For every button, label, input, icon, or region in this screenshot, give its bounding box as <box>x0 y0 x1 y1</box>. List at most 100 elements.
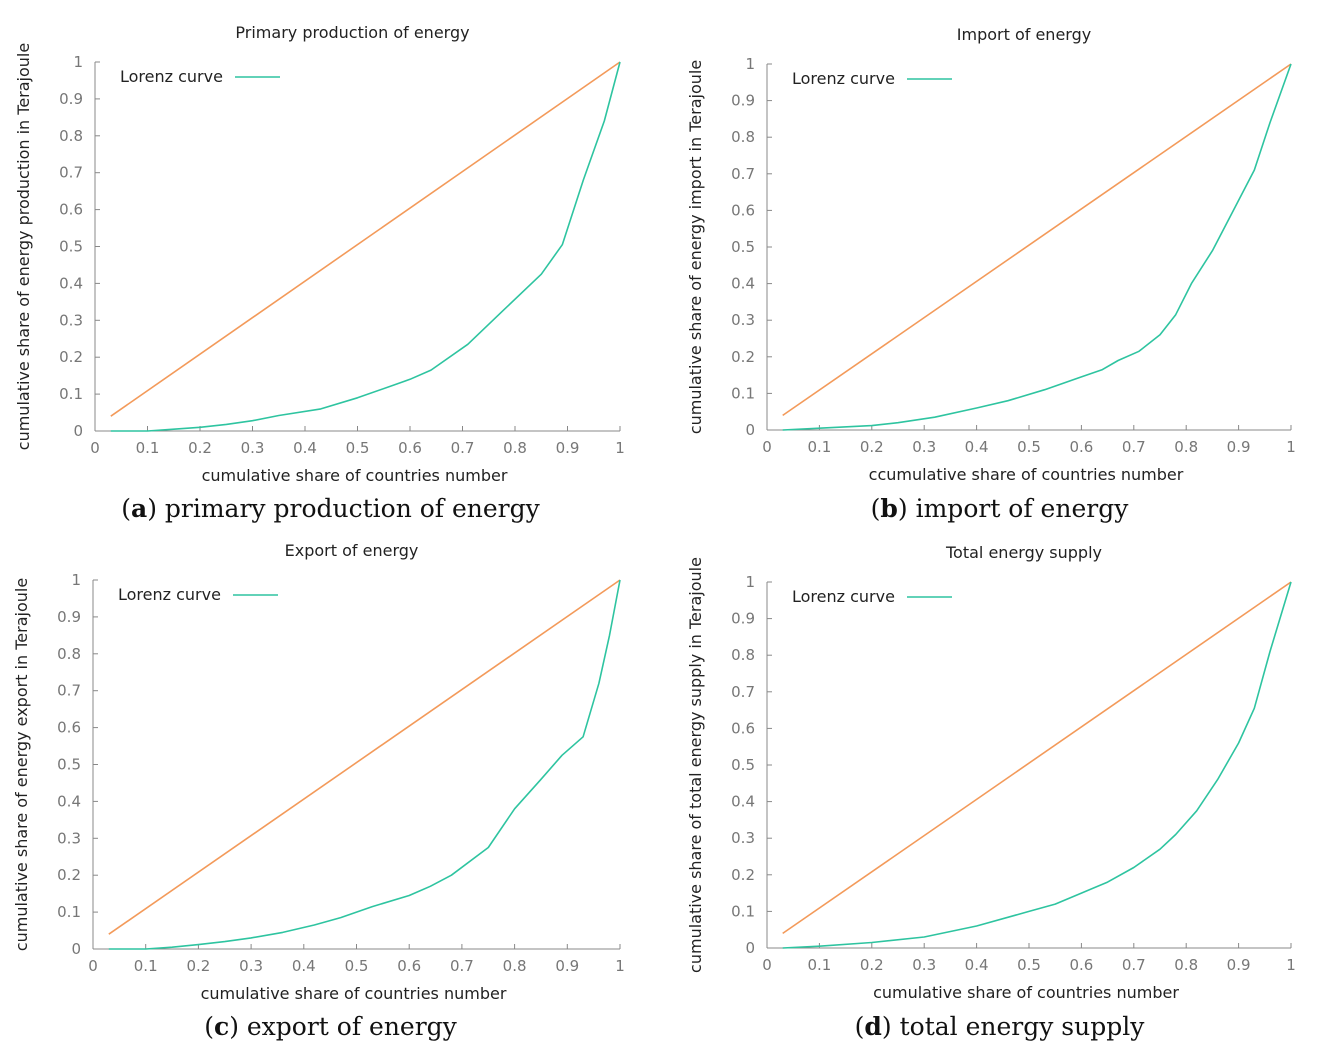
x-tick-label: 0.8 <box>1174 438 1198 456</box>
chart-title: Import of energy <box>957 25 1091 44</box>
y-tick-label: 0.8 <box>59 127 83 145</box>
x-tick-label: 0.6 <box>398 439 422 457</box>
y-axis-label: cumulative share of energy production in… <box>14 43 33 450</box>
x-tick-label: 0.7 <box>1122 438 1146 456</box>
caption-letter: b <box>880 494 898 523</box>
caption-letter: d <box>864 1012 882 1041</box>
x-axis-label: cumulative share of countries number <box>201 984 507 1003</box>
x-tick-label: 0.9 <box>555 957 579 975</box>
y-tick-label: 0.5 <box>731 756 755 774</box>
x-tick-label: 0.3 <box>912 956 936 974</box>
caption-text: export of energy <box>246 1012 457 1041</box>
y-tick-label: 0.6 <box>731 201 755 219</box>
y-tick-label: 0.1 <box>731 384 755 402</box>
legend: Lorenz curve <box>120 67 280 86</box>
y-tick-label: 1 <box>745 55 755 73</box>
y-tick-label: 0.2 <box>57 866 81 884</box>
x-tick-label: 0.6 <box>1069 438 1093 456</box>
y-tick-label: 0.1 <box>731 902 755 920</box>
legend-label: Lorenz curve <box>118 585 221 604</box>
x-tick-label: 0.7 <box>451 439 475 457</box>
caption-b: (b) import of energy <box>870 494 1129 523</box>
y-tick-label: 0.7 <box>57 682 81 700</box>
x-tick-label: 0.7 <box>1122 956 1146 974</box>
x-tick-label: 1 <box>615 439 625 457</box>
x-tick-label: 0.4 <box>292 957 316 975</box>
x-tick-label: 0.5 <box>346 439 370 457</box>
y-axis-label: cumulative share of energy import in Ter… <box>686 60 705 434</box>
caption-a: (a) primary production of energy <box>121 494 540 523</box>
y-tick-label: 0.4 <box>731 793 755 811</box>
y-tick-label: 0.7 <box>731 165 755 183</box>
y-tick-label: 0.6 <box>59 201 83 219</box>
y-tick-label: 0 <box>71 940 81 958</box>
y-tick-label: 0.3 <box>731 311 755 329</box>
x-tick-label: 0.3 <box>241 439 265 457</box>
legend-label: Lorenz curve <box>120 67 223 86</box>
caption-d: (d) total energy supply <box>854 1012 1145 1041</box>
x-tick-label: 0.1 <box>134 957 158 975</box>
y-tick-label: 1 <box>71 571 81 589</box>
x-tick-label: 0.9 <box>556 439 580 457</box>
equality-line <box>110 61 621 417</box>
x-tick-label: 0 <box>762 956 772 974</box>
x-tick-label: 0.4 <box>293 439 317 457</box>
legend: Lorenz curve <box>792 587 952 606</box>
x-tick-label: 0.4 <box>965 956 989 974</box>
x-tick-label: 0.3 <box>239 957 263 975</box>
y-axis-label: cumulative share of energy export in Ter… <box>12 578 31 951</box>
y-tick-label: 0.3 <box>57 829 81 847</box>
y-tick-label: 0.6 <box>57 719 81 737</box>
x-axis-label: ccumulative share of countries number <box>869 465 1184 484</box>
x-tick-label: 0.1 <box>807 438 831 456</box>
y-tick-label: 0.8 <box>731 646 755 664</box>
caption-letter: a <box>131 494 148 523</box>
lorenz-curve-line <box>782 63 1292 431</box>
y-tick-label: 0 <box>73 422 83 440</box>
chart-title: Primary production of energy <box>235 23 469 42</box>
x-tick-label: 0.8 <box>503 957 527 975</box>
x-tick-label: 0.9 <box>1227 956 1251 974</box>
x-tick-label: 0.8 <box>503 439 527 457</box>
y-tick-label: 0 <box>745 939 755 957</box>
caption-text: primary production of energy <box>164 494 540 523</box>
legend: Lorenz curve <box>792 69 952 88</box>
y-tick-label: 0.1 <box>57 903 81 921</box>
x-tick-label: 0.6 <box>1069 956 1093 974</box>
y-tick-label: 0.2 <box>59 348 83 366</box>
caption-c: (c) export of energy <box>204 1012 457 1041</box>
x-tick-label: 1 <box>1286 438 1296 456</box>
x-tick-label: 0.2 <box>860 438 884 456</box>
y-tick-label: 0 <box>745 421 755 439</box>
y-tick-label: 0.4 <box>59 274 83 292</box>
x-tick-label: 0.1 <box>136 439 160 457</box>
x-tick-label: 0.2 <box>186 957 210 975</box>
caption-text: import of energy <box>915 494 1129 523</box>
x-tick-label: 0 <box>762 438 772 456</box>
x-tick-label: 0 <box>88 957 98 975</box>
chart-title: Total energy supply <box>945 543 1102 562</box>
y-tick-label: 0.2 <box>731 348 755 366</box>
chart-panel-b: 0 0.1 0.2 0.3 0.4 0.5 0.6 0.7 0.8 0.9 1 0 0.1 0.2 0.3 0… <box>686 25 1296 484</box>
y-tick-label: 0.7 <box>731 683 755 701</box>
caption-letter: c <box>213 1012 230 1041</box>
equality-line <box>782 581 1292 935</box>
x-tick-label: 1 <box>1286 956 1296 974</box>
y-tick-label: 0.5 <box>59 238 83 256</box>
y-tick-label: 0.6 <box>731 719 755 737</box>
y-tick-label: 0.4 <box>731 275 755 293</box>
x-tick-label: 0.6 <box>397 957 421 975</box>
lorenz-curve-line <box>110 61 621 432</box>
chart-panel-d: 0 0.1 0.2 0.3 0.4 0.5 0.6 0.7 0.8 0.9 1 0 0.1 0.2 0.3 0… <box>686 543 1296 1002</box>
legend-label: Lorenz curve <box>792 69 895 88</box>
y-tick-label: 1 <box>73 53 83 71</box>
equality-line <box>108 579 621 935</box>
x-axis-label: cumulative share of countries number <box>873 983 1179 1002</box>
equality-line <box>782 63 1292 417</box>
x-tick-label: 1 <box>615 957 625 975</box>
y-axis-label: cumulative share of total energy supply … <box>686 557 705 973</box>
y-tick-label: 0.2 <box>731 866 755 884</box>
chart-panel-c: 0 0.1 0.2 0.3 0.4 0.5 0.6 0.7 0.8 0.9 1 0 0.1 0.2 0.3 0… <box>12 541 625 1003</box>
x-tick-label: 0 <box>90 439 100 457</box>
